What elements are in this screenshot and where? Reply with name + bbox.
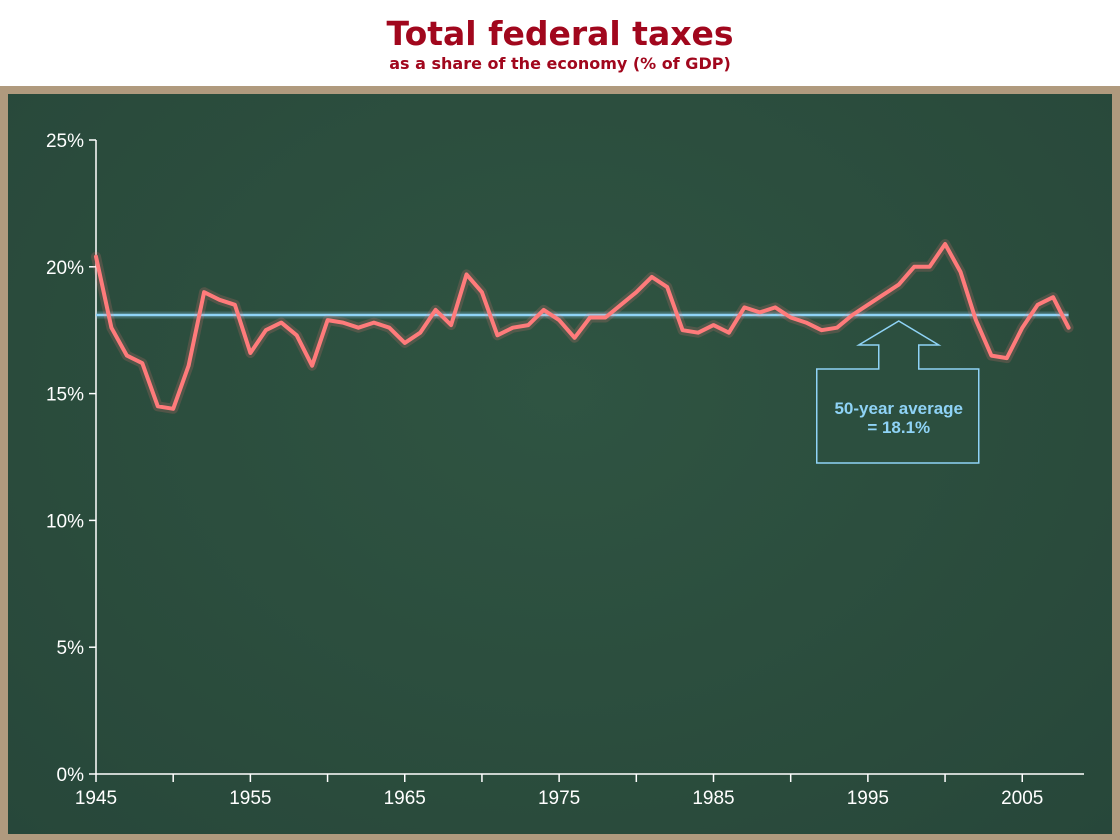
series-line [94, 242, 1071, 411]
axes: 0% 5% 10% 15% 20% 25% 1945 1955 1965 1975 1985 1995… [46, 131, 1084, 809]
x-tick-label: 1975 [538, 788, 580, 809]
x-tick-label: 2005 [1001, 788, 1043, 809]
callout-text-line2: = 18.1% [867, 418, 930, 437]
x-tick-label: 1995 [847, 788, 889, 809]
y-tick-label: 0% [57, 765, 85, 786]
callout-arrow-box [816, 320, 980, 464]
x-tick-label: 1965 [384, 788, 426, 809]
chalkboard-frame: 0% 5% 10% 15% 20% 25% 1945 1955 1965 1975 1985 1995… [0, 86, 1120, 840]
chart-title: Total federal taxes [386, 14, 734, 53]
line-chart: 0% 5% 10% 15% 20% 25% 1945 1955 1965 1975 1985 1995… [46, 131, 1084, 809]
y-tick-label: 20% [46, 258, 84, 279]
x-tick-label: 1955 [229, 788, 271, 809]
series-group [91, 239, 1074, 414]
y-tick-label: 5% [57, 638, 85, 659]
average-callout: 50-year average= 18.1% [816, 320, 980, 464]
x-tick-label: 1945 [75, 788, 117, 809]
y-tick-label: 15% [46, 385, 84, 406]
chart-subtitle: as a share of the economy (% of GDP) [389, 54, 731, 73]
y-tick-label: 10% [46, 511, 84, 532]
chart-header: Total federal taxes as a share of the ec… [0, 0, 1120, 86]
chalkboard: 0% 5% 10% 15% 20% 25% 1945 1955 1965 1975 1985 1995… [8, 94, 1112, 834]
y-tick-label: 25% [46, 131, 84, 152]
callout-text-line1: 50-year average [834, 399, 963, 418]
x-tick-label: 1985 [692, 788, 734, 809]
